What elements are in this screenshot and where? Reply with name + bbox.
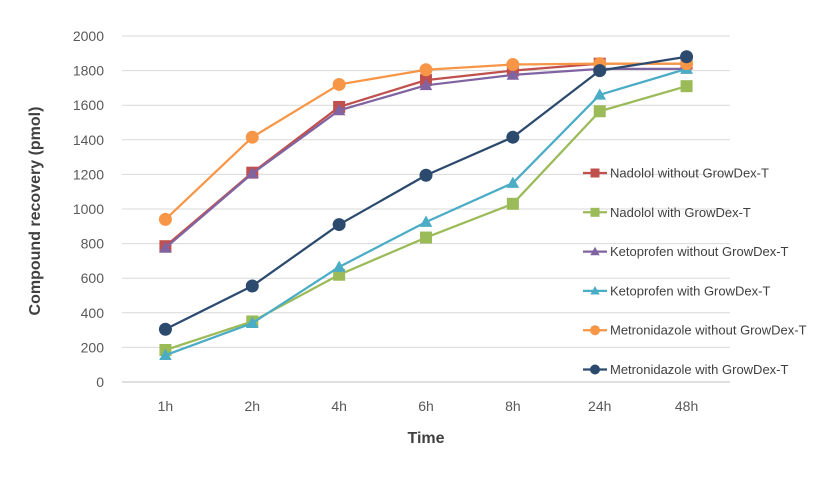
legend-label: Nadolol with GrowDex-T xyxy=(610,205,751,220)
legend-marker xyxy=(590,168,600,178)
data-point xyxy=(506,68,520,80)
data-point xyxy=(419,78,433,91)
x-tick-label: 2h xyxy=(244,398,260,414)
legend-label: Ketoprofen without GrowDex-T xyxy=(610,244,789,259)
y-tick-label: 1000 xyxy=(73,201,104,217)
x-tick-label: 4h xyxy=(331,398,347,414)
series-line xyxy=(165,67,687,357)
x-tick-label: 6h xyxy=(418,398,434,414)
x-tick-label: 1h xyxy=(158,398,174,414)
y-axis-title: Compound recovery (pmol) xyxy=(27,107,44,316)
data-point xyxy=(158,322,172,336)
data-point xyxy=(420,231,432,244)
legend-item: Nadolol without GrowDex-T xyxy=(583,166,769,181)
legend-item: Nadolol with GrowDex-T xyxy=(583,205,751,220)
y-tick-label: 1800 xyxy=(73,63,104,79)
legend-marker xyxy=(590,286,600,295)
legend-marker xyxy=(590,207,600,217)
data-point xyxy=(680,50,694,64)
data-point xyxy=(506,197,519,210)
series-line xyxy=(164,55,687,331)
y-tick-label: 400 xyxy=(81,305,105,321)
legend-marker xyxy=(590,246,600,256)
x-tick-label: 8h xyxy=(505,398,521,414)
y-tick-label: 2000 xyxy=(73,28,104,44)
data-point xyxy=(245,167,259,179)
data-point xyxy=(332,103,346,116)
gridlines xyxy=(122,35,730,383)
legend-marker xyxy=(590,325,600,336)
data-point xyxy=(332,77,346,91)
y-tick-label: 1200 xyxy=(73,166,104,182)
legend-item: Ketoprofen without GrowDex-T xyxy=(583,244,789,259)
data-point xyxy=(332,218,346,232)
data-point xyxy=(593,88,607,100)
series xyxy=(159,62,693,361)
legend-marker xyxy=(590,364,600,375)
legend-label: Ketoprofen with GrowDex-T xyxy=(610,283,770,298)
data-point xyxy=(419,63,433,77)
data-point xyxy=(245,279,259,293)
data-point xyxy=(332,260,346,272)
series-group xyxy=(158,50,694,361)
legend: Nadolol without GrowDex-T Nadolol with Gr… xyxy=(583,166,807,377)
data-point xyxy=(159,241,172,253)
data-point xyxy=(506,130,520,144)
y-tick-label: 600 xyxy=(81,270,105,286)
x-tick-label: 24h xyxy=(588,398,611,414)
data-point xyxy=(680,80,693,93)
legend-item: Metronidazole without GrowDex-T xyxy=(583,323,807,338)
y-tick-label: 0 xyxy=(96,374,104,390)
data-point xyxy=(506,58,520,72)
x-axis-title: Time xyxy=(407,430,444,447)
data-point xyxy=(245,316,259,329)
data-point xyxy=(245,130,259,144)
y-tick-label: 1400 xyxy=(73,132,104,148)
series xyxy=(158,50,694,336)
y-tick-label: 800 xyxy=(81,236,105,252)
y-tick-label: 1600 xyxy=(73,97,104,113)
data-point xyxy=(593,64,607,78)
legend-item: Metronidazole with GrowDex-T xyxy=(583,362,789,377)
legend-label: Nadolol without GrowDex-T xyxy=(610,166,769,181)
y-tick-label: 200 xyxy=(81,339,105,355)
y-axis-ticks: 0 200 400 600 800 1000 1200 1400 1600 1800 2000 xyxy=(73,28,104,390)
x-tick-label: 48h xyxy=(675,398,698,414)
x-axis-ticks: 1h 2h 4h 6h 8h 24h 48h xyxy=(158,398,699,414)
data-point xyxy=(506,176,520,188)
data-point xyxy=(419,215,433,227)
data-point xyxy=(158,212,172,226)
legend-label: Metronidazole with GrowDex-T xyxy=(610,362,789,377)
legend-label: Metronidazole without GrowDex-T xyxy=(610,323,807,338)
data-point xyxy=(419,168,433,182)
legend-item: Ketoprofen with GrowDex-T xyxy=(583,283,770,298)
data-point xyxy=(593,105,606,118)
data-point xyxy=(159,348,172,361)
